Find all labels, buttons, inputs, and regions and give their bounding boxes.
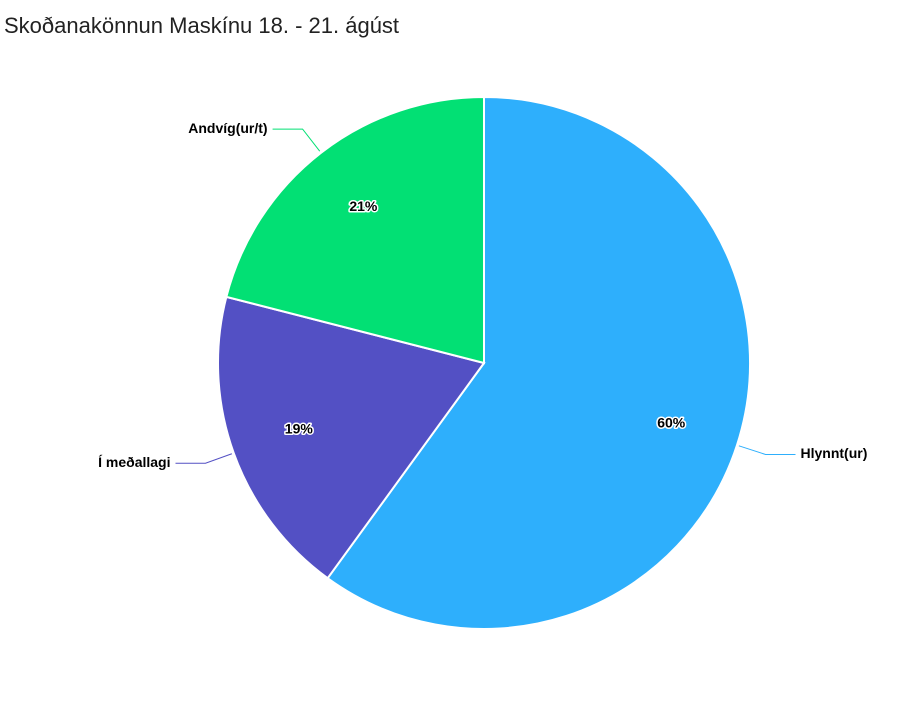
category-label: Andvíg(ur/t)	[188, 120, 267, 136]
data-label: 60%	[657, 415, 686, 431]
pie-slice	[225, 95, 485, 365]
connector-line	[738, 445, 796, 455]
category-label: Hlynnt(ur)	[801, 445, 868, 461]
data-label: 19%	[285, 420, 314, 436]
pie-slice	[326, 95, 751, 630]
connector-line	[175, 453, 233, 464]
data-label: 21%	[349, 198, 378, 214]
pie-slice	[217, 295, 486, 580]
category-label: Í meðallagi	[98, 454, 170, 470]
connector-line	[272, 128, 321, 152]
chart-title: Skoðanakönnun Maskínu 18. - 21. ágúst	[4, 13, 399, 38]
